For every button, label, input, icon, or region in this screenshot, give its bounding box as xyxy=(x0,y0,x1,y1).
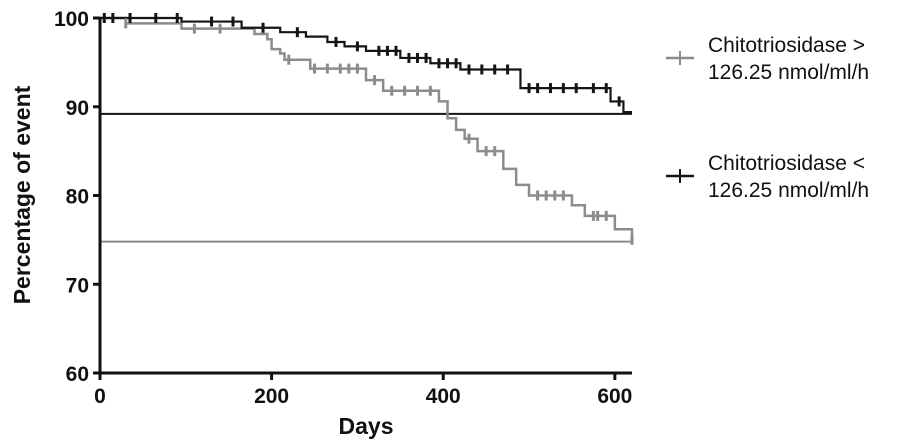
y-tick-label: 60 xyxy=(66,363,89,386)
x-tick-label: 400 xyxy=(426,385,461,408)
legend-item-high: Chitotriosidase > 126.25 nmol/ml/h xyxy=(666,34,869,84)
series-layer xyxy=(100,16,634,240)
y-tick-label: 100 xyxy=(54,8,89,31)
censor-marks xyxy=(102,13,634,245)
x-tick-label: 200 xyxy=(254,385,289,408)
legend-item-low: Chitotriosidase < 126.25 nmol/ml/h xyxy=(666,152,869,202)
y-tick-label: 80 xyxy=(66,186,89,209)
y-axis: 60 70 80 90 100 xyxy=(54,8,102,386)
y-tick-label: 70 xyxy=(66,274,89,297)
y-axis-title: Percentage of event xyxy=(9,85,35,304)
legend: Chitotriosidase > 126.25 nmol/ml/h Chitot… xyxy=(666,34,869,202)
x-axis-title: Days xyxy=(339,413,394,439)
series-line-high xyxy=(100,16,634,240)
legend-line-2: 126.25 nmol/ml/h xyxy=(708,179,869,202)
reference-lines xyxy=(100,112,632,243)
series-line-low xyxy=(100,16,632,114)
y-tick-label: 90 xyxy=(66,97,89,120)
legend-line-1: Chitotriosidase < xyxy=(708,152,865,175)
legend-label-low: Chitotriosidase < 126.25 nmol/ml/h xyxy=(708,152,869,202)
x-tick-label: 600 xyxy=(597,385,632,408)
x-axis: 0 200 400 600 xyxy=(94,371,632,408)
x-tick-label: 0 xyxy=(94,385,106,408)
legend-line-1: Chitotriosidase > xyxy=(708,34,865,57)
legend-label-high: Chitotriosidase > 126.25 nmol/ml/h xyxy=(708,34,869,84)
legend-line-2: 126.25 nmol/ml/h xyxy=(708,61,869,84)
